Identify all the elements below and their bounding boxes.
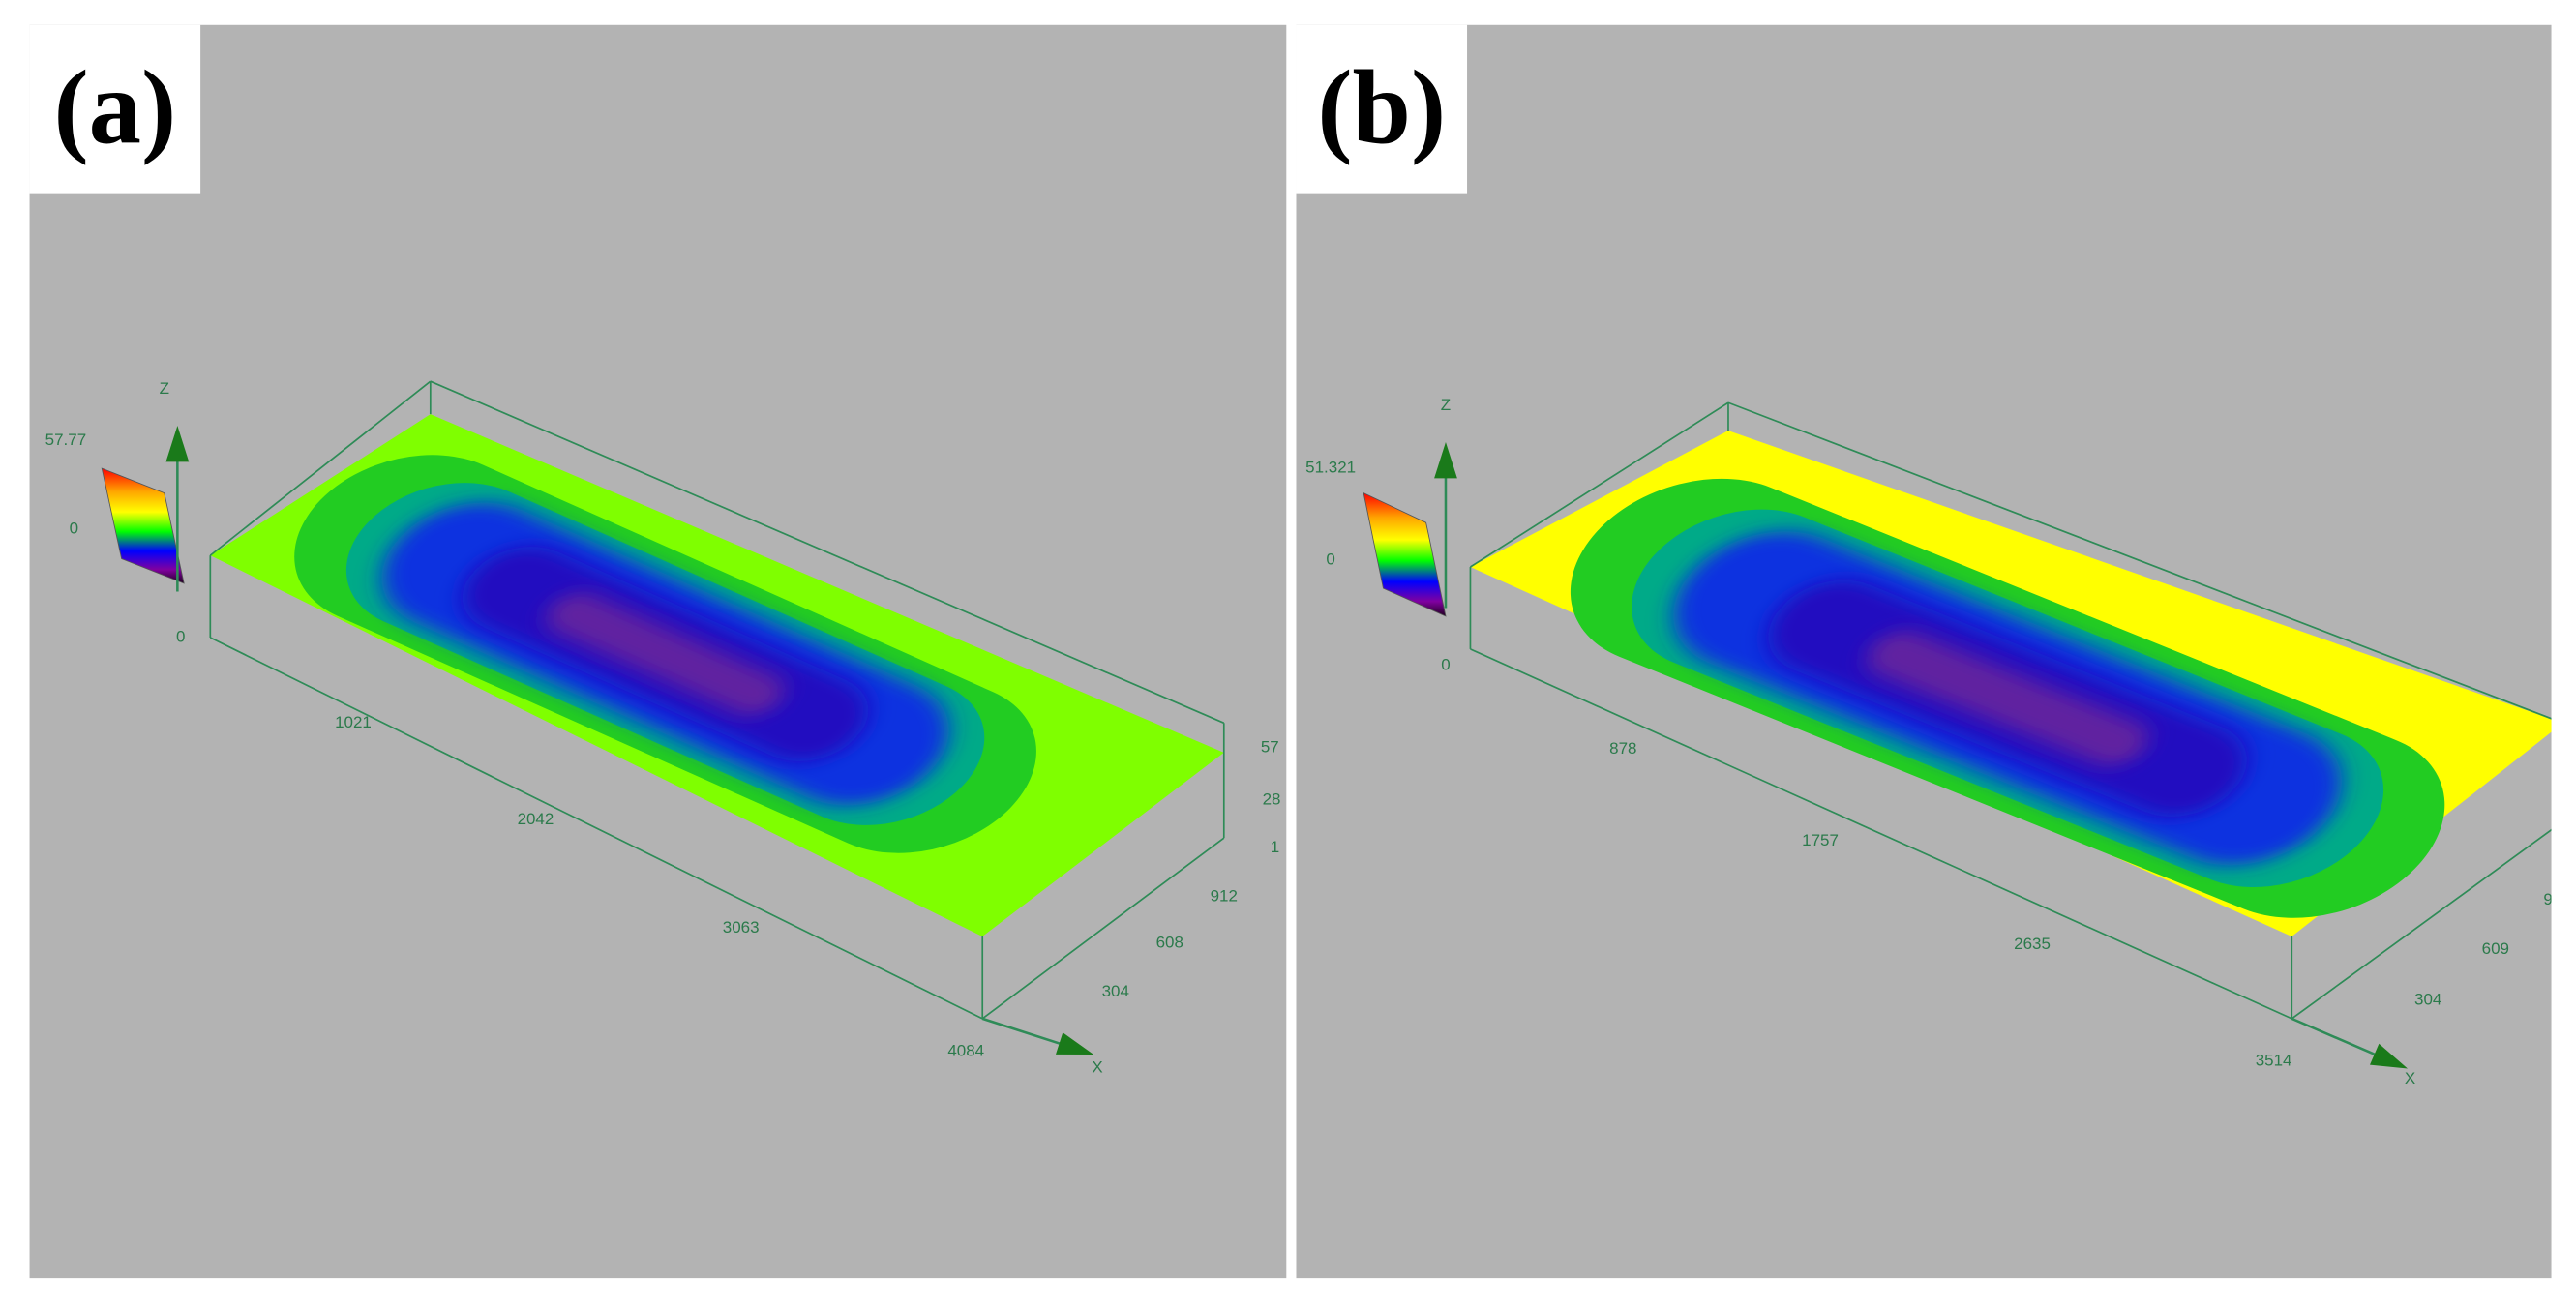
trough-layer (546, 592, 785, 716)
scale-zero: 0 (1326, 550, 1334, 569)
y-tick: 304 (2414, 991, 2441, 1009)
edge-tick: 57 (1261, 737, 1279, 756)
edge-tick: 9 (2543, 890, 2552, 908)
scale-zero: 0 (70, 519, 78, 537)
trough-layer (1867, 631, 2148, 766)
frame-line (209, 637, 983, 1020)
label-box (29, 24, 201, 194)
color-scale (101, 467, 185, 584)
label-box (1296, 24, 1468, 194)
origin: 0 (1441, 655, 1450, 673)
x-tick: 878 (1609, 739, 1636, 758)
trough (294, 455, 1036, 853)
z-axis: Z (160, 379, 169, 398)
scale-max: 51.321 (1305, 459, 1356, 477)
y-tick: 608 (1156, 933, 1183, 951)
x-tick: 4084 (947, 1041, 984, 1059)
panel-plot: Z X 51.321 0 0 878 1757 2635 3514 609 304 9 (1305, 396, 2552, 1087)
frame-line (209, 380, 432, 556)
scale-max: 57.77 (45, 431, 86, 449)
x-tick: 1757 (1802, 831, 1839, 849)
x-tick: 1021 (335, 713, 372, 731)
edge-tick: 1 (1271, 838, 1279, 856)
x-tick: 2635 (2014, 935, 2051, 953)
panel-plot: Z X 57.77 0 0 1021 2042 3063 4084 912 608 304 57 28 1 (45, 379, 1281, 1076)
x-arrow-head (2369, 1043, 2409, 1069)
y-tick: 912 (1211, 887, 1238, 906)
trough (1570, 478, 2445, 918)
x-tick: 3063 (723, 918, 760, 936)
x-arrow-head (1055, 1032, 1094, 1055)
frame-line (1469, 401, 1729, 568)
x-axis: X (2405, 1069, 2415, 1087)
frame-line (2291, 828, 2552, 1020)
color-scale (1363, 491, 1447, 617)
edge-tick: 28 (1263, 790, 1281, 809)
frame-line (430, 380, 1225, 725)
z-arrow-head (165, 426, 190, 462)
panel-label: (a) (53, 48, 176, 165)
frame-line (1470, 648, 2292, 1020)
frame-line (1727, 401, 2552, 720)
y-tick: 304 (1102, 982, 1129, 1000)
x-axis: X (1092, 1057, 1102, 1076)
y-tick: 609 (2482, 939, 2509, 958)
x-tick: 3514 (2256, 1052, 2292, 1070)
panel-label: (b) (1317, 48, 1446, 165)
origin: 0 (176, 628, 185, 646)
frame-line (981, 837, 1225, 1020)
x-tick: 2042 (518, 810, 554, 828)
z-arrow-head (1434, 441, 1457, 479)
z-axis: Z (1441, 396, 1451, 414)
